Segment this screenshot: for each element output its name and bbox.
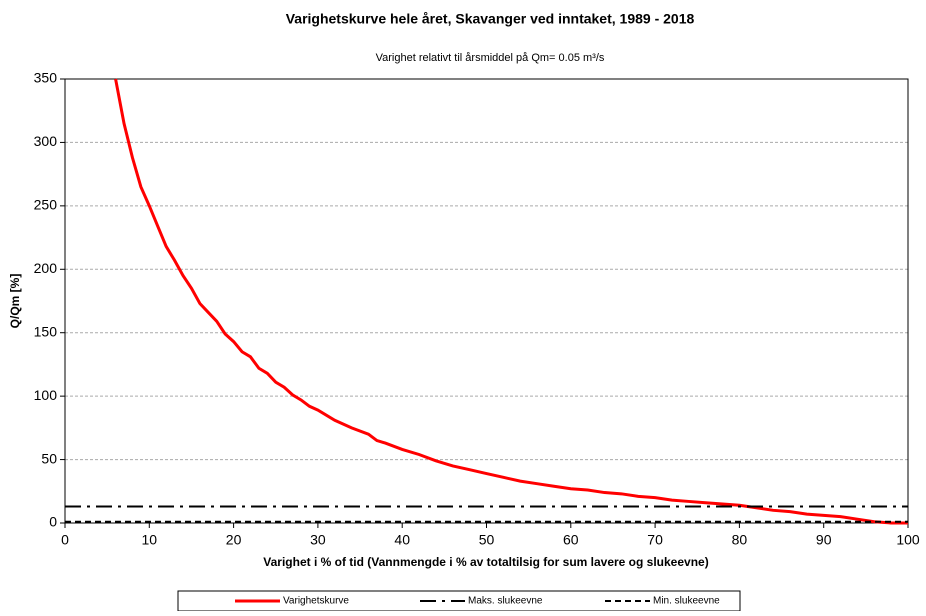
x-tick-label: 20: [226, 532, 242, 548]
x-axis-label: Varighet i % of tid (Vannmengde i % av t…: [263, 555, 708, 569]
x-tick-label: 90: [816, 532, 832, 548]
chart-subtitle: Varighet relativt til årsmiddel på Qm= 0…: [376, 52, 605, 64]
x-tick-label: 70: [647, 532, 663, 548]
y-tick-label: 100: [34, 387, 58, 403]
line-series: [114, 78, 908, 525]
y-tick-label: 350: [34, 70, 58, 86]
y-tick-label: 0: [49, 514, 57, 530]
y-tick-label: 300: [34, 133, 58, 149]
y-tick-label: 200: [34, 260, 58, 276]
x-tick-label: 50: [479, 532, 495, 548]
x-tick-label: 10: [142, 532, 158, 548]
x-tick-label: 0: [61, 532, 69, 548]
legend-label: Min. slukeevne: [653, 596, 720, 607]
x-tick-label: 100: [896, 532, 920, 548]
y-tick-label: 50: [41, 450, 57, 466]
x-tick-label: 40: [394, 532, 410, 548]
x-tick-label: 80: [732, 532, 748, 548]
y-tick-label: 150: [34, 323, 58, 339]
legend-label: Maks. slukeevne: [468, 596, 543, 607]
x-tick-label: 60: [563, 532, 579, 548]
x-tick-label: 30: [310, 532, 326, 548]
y-tick-label: 250: [34, 197, 58, 213]
legend-label: Varighetskurve: [283, 596, 349, 607]
y-axis-label: Q/Qm [%]: [8, 274, 22, 329]
chart-title: Varighetskurve hele året, Skavanger ved …: [286, 11, 695, 27]
plot-frame: [64, 78, 909, 524]
